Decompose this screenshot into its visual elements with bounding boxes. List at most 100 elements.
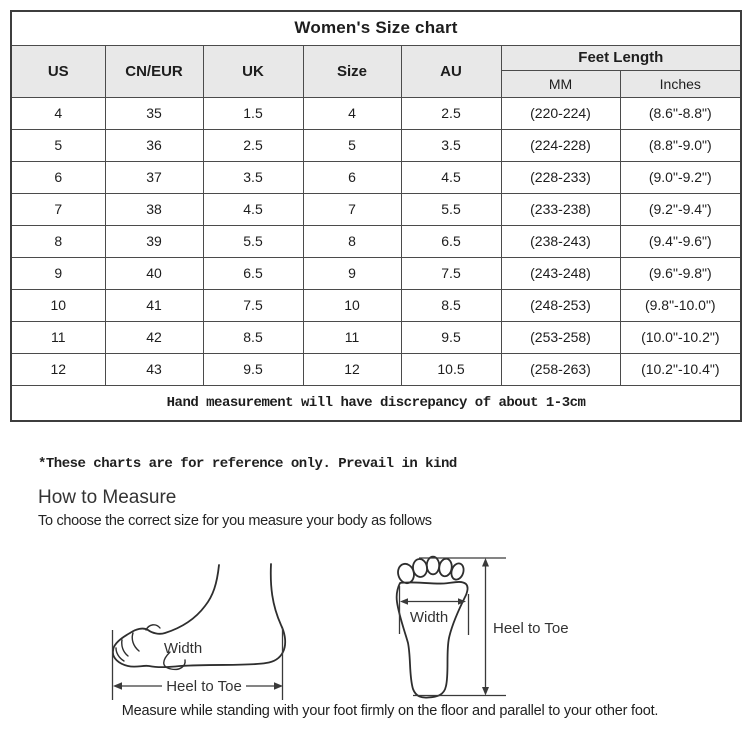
table-cell: 6.5	[400, 224, 502, 258]
table-cell: 36	[104, 128, 204, 162]
table-row: 11 42 8.5 11 9.5 (253-258) (10.0"-10.2")	[10, 320, 742, 354]
footnote-row: Hand measurement will have discrepancy o…	[10, 384, 742, 422]
toe-3	[425, 555, 441, 576]
table-cell: 6	[302, 160, 402, 194]
table-cell: (9.6"-9.8")	[619, 256, 742, 290]
table-row: 8 39 5.5 8 6.5 (238-243) (9.4"-9.6")	[10, 224, 742, 258]
table-row: 4 35 1.5 4 2.5 (220-224) (8.6"-8.8")	[10, 96, 742, 130]
size-chart-table: Women's Size chart US CN/EUR UK Size AU …	[10, 10, 743, 422]
table-cell: 6.5	[202, 256, 304, 290]
table-cell: 39	[104, 224, 204, 258]
table-cell: 11	[10, 320, 106, 354]
subheader-row: MM Inches	[11, 69, 742, 98]
toe-5	[450, 562, 465, 581]
table-cell: 4	[302, 96, 402, 130]
table-cell: 5	[302, 128, 402, 162]
how-to-measure-title: How to Measure	[38, 487, 177, 508]
table-cell: 10	[10, 288, 106, 322]
left-arrowhead	[113, 682, 122, 690]
table-cell: 3.5	[400, 128, 502, 162]
table-cell: 41	[104, 288, 204, 322]
side-view-foot-illustration: Width Heel to Toe	[111, 563, 287, 700]
table-cell: 9.5	[202, 352, 304, 386]
side-view-width-label: Width	[164, 640, 202, 657]
col-header-us: US	[10, 44, 106, 98]
table-cell: (224-228)	[500, 128, 621, 162]
table-title: Women's Size chart	[10, 10, 742, 46]
table-cell: 2.5	[202, 128, 304, 162]
table-cell: 8	[10, 224, 106, 258]
top-view-width-label: Width	[410, 609, 448, 626]
table-cell: 7.5	[202, 288, 304, 322]
measure-caption: Measure while standing with your foot fi…	[121, 703, 659, 719]
top-view-length-label: Heel to Toe	[493, 620, 569, 637]
table-cell: (238-243)	[500, 224, 621, 258]
table-cell: 42	[104, 320, 204, 354]
table-cell: (10.0"-10.2")	[619, 320, 742, 354]
table-cell: 9	[10, 256, 106, 290]
table-footnote: Hand measurement will have discrepancy o…	[10, 384, 742, 422]
table-cell: 7.5	[400, 256, 502, 290]
table-cell: (8.8"-9.0")	[619, 128, 742, 162]
table-cell: 4	[10, 96, 106, 130]
reference-note: *These charts are for reference only. Pr…	[38, 456, 457, 472]
table-cell: (220-224)	[500, 96, 621, 130]
col-header-size: Size	[302, 44, 402, 98]
table-cell: (9.0"-9.2")	[619, 160, 742, 194]
table-cell: (228-233)	[500, 160, 621, 194]
table-cell: 6	[10, 160, 106, 194]
table-row: 9 40 6.5 9 7.5 (243-248) (9.6"-9.8")	[10, 256, 742, 290]
table-cell: (243-248)	[500, 256, 621, 290]
table-row: 5 36 2.5 5 3.5 (224-228) (8.8"-9.0")	[10, 128, 742, 162]
table-cell: (253-258)	[500, 320, 621, 354]
table-cell: 7	[10, 192, 106, 226]
table-cell: (9.2"-9.4")	[619, 192, 742, 226]
table-body: 4 35 1.5 4 2.5 (220-224) (8.6"-8.8") 5 36 2.5 5 3.5…	[10, 96, 742, 386]
table-cell: 11	[302, 320, 402, 354]
table-cell: 35	[104, 96, 204, 130]
table-cell: 4.5	[400, 160, 502, 194]
col-header-cn-eur: CN/EUR	[104, 44, 204, 98]
table-cell: 9.5	[400, 320, 502, 354]
col-header-feet-length: Feet Length	[500, 44, 742, 71]
table-cell: 38	[104, 192, 204, 226]
table-cell: (248-253)	[500, 288, 621, 322]
table-cell: (10.2"-10.4")	[619, 352, 742, 386]
foot-measurement-diagram: Width Heel to Toe Width He	[111, 555, 569, 700]
top-view-foot-illustration: Width Heel to Toe	[395, 555, 569, 699]
table-row: 10 41 7.5 10 8.5 (248-253) (9.8"-10.0")	[10, 288, 742, 322]
title-row: Women's Size chart	[10, 10, 742, 46]
table-cell: 12	[302, 352, 402, 386]
col-header-uk: UK	[202, 44, 304, 98]
table-cell: (9.8"-10.0")	[619, 288, 742, 322]
table-cell: 8.5	[202, 320, 304, 354]
col-header-mm: MM	[500, 69, 621, 98]
side-view-length-label: Heel to Toe	[166, 678, 242, 695]
table-cell: 9	[302, 256, 402, 290]
width-left-arrowhead	[400, 598, 408, 605]
table-cell: (258-263)	[500, 352, 621, 386]
table-cell: 8.5	[400, 288, 502, 322]
table-cell: 3.5	[202, 160, 304, 194]
table-cell: 5	[10, 128, 106, 162]
table-cell: 8	[302, 224, 402, 258]
col-header-inches: Inches	[619, 69, 742, 98]
header-row: US CN/EUR UK Size AU Feet Length	[10, 44, 742, 98]
width-right-arrowhead	[458, 598, 466, 605]
table-cell: 12	[10, 352, 106, 386]
table-cell: 10.5	[400, 352, 502, 386]
table-row: 12 43 9.5 12 10.5 (258-263) (10.2"-10.4")	[10, 352, 742, 386]
table-cell: 43	[104, 352, 204, 386]
length-top-arrowhead	[482, 558, 489, 567]
table-cell: (9.4"-9.6")	[619, 224, 742, 258]
table-cell: 37	[104, 160, 204, 194]
table-cell: 7	[302, 192, 402, 226]
table-cell: 5.5	[202, 224, 304, 258]
length-bottom-arrowhead	[482, 687, 489, 696]
table-cell: (8.6"-8.8")	[619, 96, 742, 130]
table-cell: 10	[302, 288, 402, 322]
table-cell: (233-238)	[500, 192, 621, 226]
right-arrowhead	[274, 682, 283, 690]
table-cell: 40	[104, 256, 204, 290]
